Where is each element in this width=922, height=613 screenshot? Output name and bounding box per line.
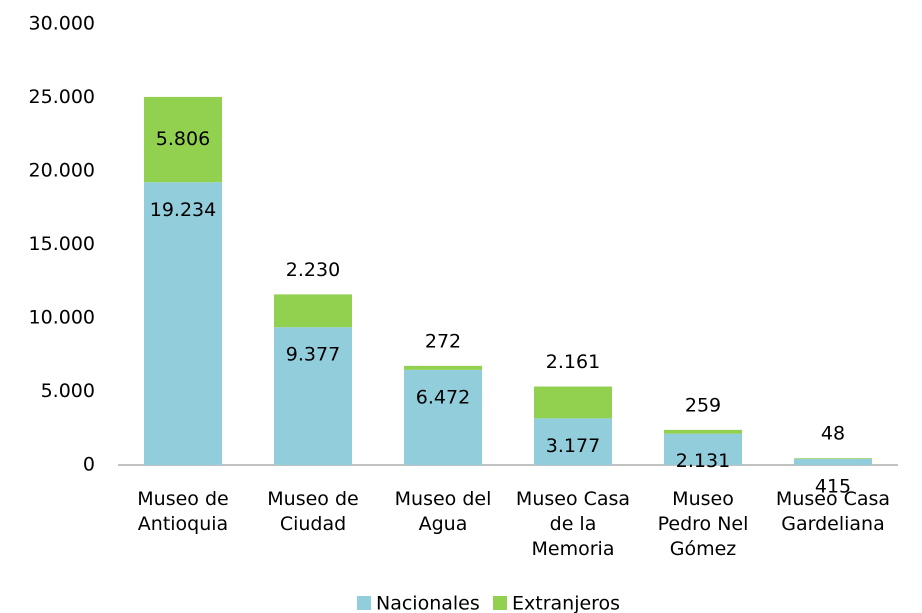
x-tick-label: Museo Casa de la Memoria — [516, 488, 630, 560]
bar-segment — [144, 96, 222, 183]
bar-segment — [404, 369, 482, 465]
data-label: 5.806 — [156, 128, 210, 150]
legend-swatch — [493, 596, 507, 610]
y-tick-label: 5.000 — [41, 380, 95, 402]
bar-segment — [274, 327, 352, 465]
y-tick-label: 25.000 — [29, 86, 95, 108]
y-tick-label: 30.000 — [29, 13, 95, 35]
bar-segment — [144, 182, 222, 465]
legend-label: Nacionales — [376, 593, 480, 613]
y-tick-label: 20.000 — [29, 160, 95, 182]
y-tick-label: 0 — [83, 454, 95, 476]
x-tick-label: Museo de Antioquia — [137, 488, 228, 535]
x-tick-label: Museo Pedro Nel Gómez — [658, 488, 749, 560]
y-tick-label: 10.000 — [29, 307, 95, 329]
bar-segment — [664, 433, 742, 465]
y-tick-label: 15.000 — [29, 233, 95, 255]
data-label: 2.161 — [546, 351, 600, 373]
data-label: 9.377 — [286, 344, 340, 366]
data-label: 259 — [685, 394, 721, 416]
bar-segment — [664, 429, 742, 434]
data-label: 2.131 — [676, 450, 730, 472]
data-label: 272 — [425, 330, 461, 352]
bar-segment — [794, 458, 872, 465]
data-label: 2.230 — [286, 259, 340, 281]
data-label: 3.177 — [546, 435, 600, 457]
data-label: 48 — [821, 423, 845, 445]
data-label: 6.472 — [416, 386, 470, 408]
legend-swatch — [357, 596, 371, 610]
x-tick-label: Museo del Agua — [395, 488, 492, 535]
bar-segment — [404, 365, 482, 370]
x-tick-label: Museo Casa Gardeliana — [776, 488, 890, 535]
bar-segment — [274, 294, 352, 328]
bar-segment — [794, 458, 872, 459]
data-label: 19.234 — [150, 199, 216, 221]
x-tick-label: Museo de Ciudad — [267, 488, 358, 535]
legend-label: Extranjeros — [512, 593, 620, 613]
bar-segment — [534, 418, 612, 465]
data-label: 415 — [815, 475, 851, 497]
bar-segment — [534, 386, 612, 419]
